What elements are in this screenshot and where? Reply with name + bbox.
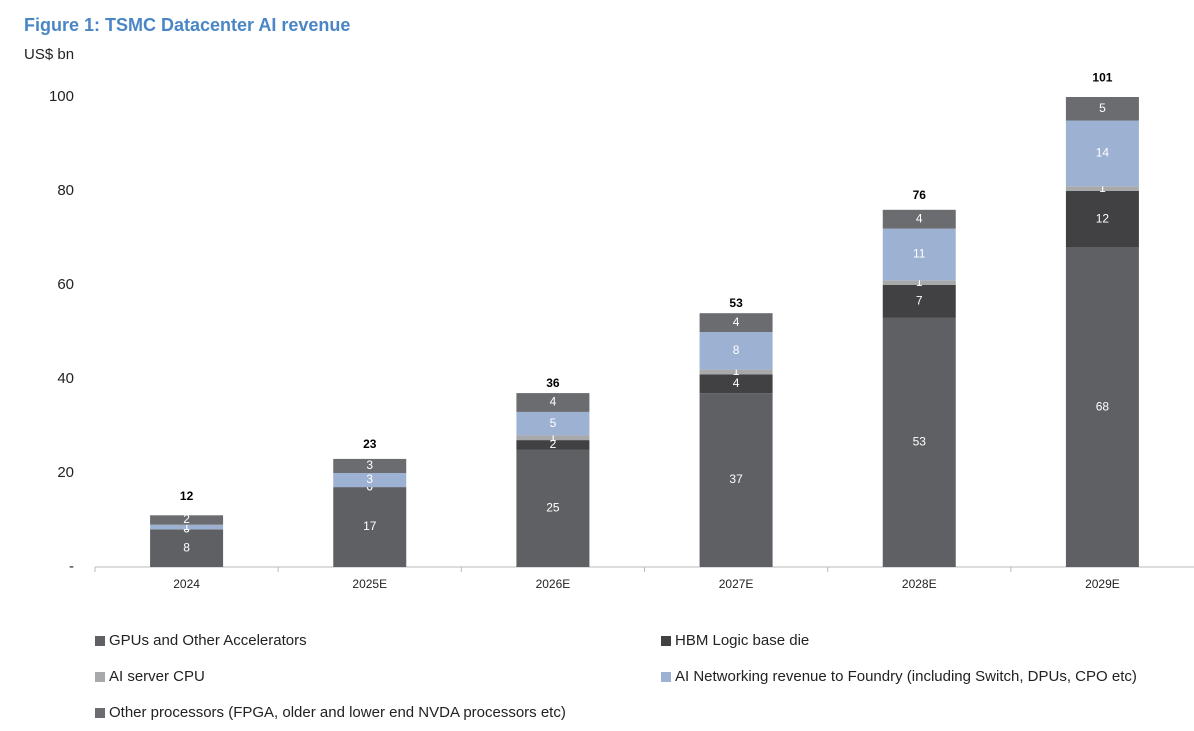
legend-label: AI server CPU xyxy=(109,668,205,685)
bar-segment xyxy=(1065,186,1139,191)
data-label: 4 xyxy=(733,376,740,390)
bar-segment xyxy=(333,473,407,488)
y-tick-label: - xyxy=(69,558,74,575)
legend-swatch xyxy=(95,636,105,646)
bar-segment xyxy=(699,313,773,332)
legend-label: GPUs and Other Accelerators xyxy=(109,632,307,649)
data-label: 7 xyxy=(916,294,923,308)
x-tick-label: 2025E xyxy=(352,577,387,591)
chart-title: Figure 1: TSMC Datacenter AI revenue xyxy=(24,15,350,35)
bar-segment xyxy=(516,393,590,412)
total-label: 36 xyxy=(546,376,560,390)
x-tick-label: 2027E xyxy=(719,577,754,591)
bar-segment xyxy=(882,209,956,229)
x-tick-label: 2029E xyxy=(1085,577,1120,591)
data-label: 5 xyxy=(1099,101,1106,115)
bar-segment xyxy=(333,458,407,473)
y-tick-label: 60 xyxy=(57,276,74,293)
bar-segment xyxy=(1065,247,1139,567)
data-label: 14 xyxy=(1096,146,1110,160)
data-label: 68 xyxy=(1096,399,1110,413)
bar-segment xyxy=(1065,120,1139,187)
total-label: 101 xyxy=(1092,70,1112,84)
bar-segment xyxy=(882,317,956,567)
data-label: 1 xyxy=(733,364,740,378)
data-label: 2 xyxy=(550,437,557,451)
data-label: 37 xyxy=(729,472,743,486)
legend-label: AI Networking revenue to Foundry (includ… xyxy=(675,668,1137,685)
total-label: 12 xyxy=(180,489,194,503)
bar-segment xyxy=(1065,97,1139,121)
bar-segment xyxy=(516,449,590,567)
x-tick-label: 2024 xyxy=(173,577,200,591)
data-label: 3 xyxy=(366,458,373,472)
data-label: 25 xyxy=(546,500,560,514)
bar-segment xyxy=(699,374,773,394)
bar-segment xyxy=(516,411,590,436)
data-label: 5 xyxy=(550,416,557,430)
bar-segment xyxy=(699,332,773,370)
data-label: 1 xyxy=(183,519,190,533)
bar-segment xyxy=(882,285,956,318)
x-tick-label: 2026E xyxy=(536,577,571,591)
data-label: 8 xyxy=(183,540,190,554)
data-label: 53 xyxy=(913,435,927,449)
legend-swatch xyxy=(95,708,105,718)
data-label: 2 xyxy=(183,512,190,526)
data-label: 1 xyxy=(1099,181,1106,195)
legend-label: HBM Logic base die xyxy=(675,632,809,649)
bar-segment xyxy=(882,228,956,281)
bar-segment xyxy=(516,435,590,441)
y-tick-label: 20 xyxy=(57,464,74,481)
y-tick-label: 40 xyxy=(57,370,74,387)
legend-label: Other processors (FPGA, older and lower … xyxy=(109,704,566,721)
legend-swatch xyxy=(661,672,671,682)
y-axis-label: US$ bn xyxy=(24,46,74,63)
data-label: 1 xyxy=(916,275,923,289)
y-tick-label: 80 xyxy=(57,182,74,199)
legend-swatch xyxy=(661,636,671,646)
bar-segment xyxy=(516,440,590,450)
total-label: 76 xyxy=(913,188,927,202)
bar-segment xyxy=(1065,191,1139,248)
y-tick-label: 100 xyxy=(49,88,74,105)
bar-segment xyxy=(699,393,773,567)
bar-segment xyxy=(150,515,224,525)
bar-segment xyxy=(150,524,224,530)
legend-swatch xyxy=(95,672,105,682)
data-label: 3 xyxy=(366,472,373,486)
bar-segment xyxy=(699,369,773,375)
bar-segment xyxy=(882,280,956,285)
data-label: 1 xyxy=(550,430,557,444)
data-label: 4 xyxy=(550,395,557,409)
data-label: 8 xyxy=(733,343,740,357)
data-label: 4 xyxy=(916,211,923,225)
data-label: 4 xyxy=(733,315,740,329)
x-tick-label: 2028E xyxy=(902,577,937,591)
data-label: 17 xyxy=(363,519,377,533)
bar-segment xyxy=(333,487,407,567)
data-label: 12 xyxy=(1096,211,1110,225)
data-label: 11 xyxy=(913,247,926,261)
total-label: 53 xyxy=(729,296,743,310)
bar-segment xyxy=(150,529,224,567)
total-label: 23 xyxy=(363,437,377,451)
